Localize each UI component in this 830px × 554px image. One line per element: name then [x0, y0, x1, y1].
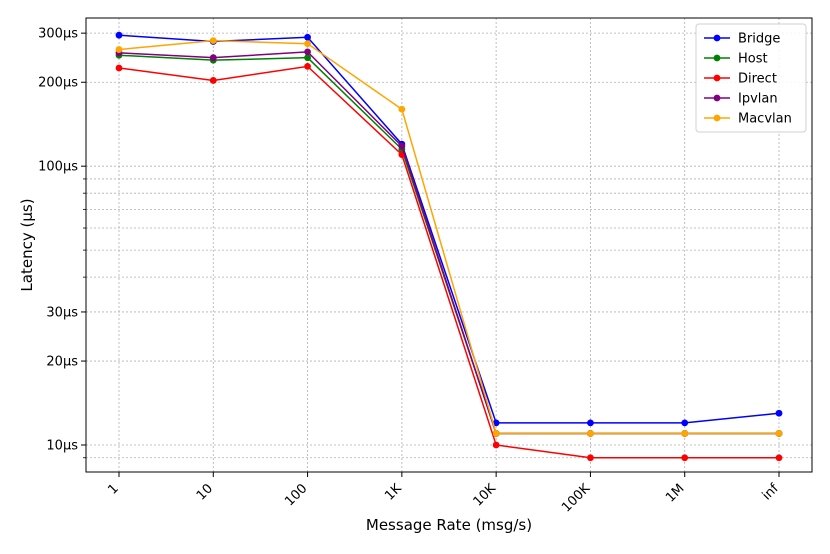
data-point	[398, 105, 406, 113]
series-line	[118, 65, 779, 459]
x-tick-label: 10K	[471, 481, 500, 510]
data-point	[492, 419, 500, 427]
data-point	[681, 430, 689, 437]
series-line	[118, 39, 779, 435]
data-point	[209, 54, 217, 62]
x-tick-label: 10	[194, 481, 216, 503]
y-tick-label: 200µs	[38, 76, 78, 91]
data-point	[209, 37, 217, 45]
data-point	[681, 419, 689, 427]
x-tick-label: 1K	[382, 481, 405, 504]
y-tick-label: 100µs	[38, 160, 78, 175]
x-axis-title: Message Rate (msg/s)	[366, 516, 532, 534]
legend-marker	[713, 114, 721, 122]
series-macvlan	[115, 37, 783, 437]
data-point	[209, 77, 217, 84]
legend-marker	[713, 94, 721, 102]
data-point	[587, 419, 594, 427]
data-point	[115, 31, 123, 39]
x-tick-label: inf	[760, 481, 783, 504]
data-point	[681, 454, 689, 462]
legend-box	[695, 23, 807, 133]
y-axis-title: Latency (µs)	[18, 198, 36, 291]
data-point	[775, 409, 783, 417]
legend-label: Bridge	[738, 32, 780, 47]
data-point	[115, 64, 123, 72]
plot-frame	[85, 17, 813, 473]
data-point	[304, 40, 311, 48]
legend-marker	[713, 54, 721, 62]
data-point	[587, 454, 594, 462]
legend-marker	[713, 74, 721, 82]
data-point	[304, 33, 311, 41]
y-tick-label: 300µs	[38, 27, 78, 42]
data-point	[492, 430, 500, 437]
legend-label: Macvlan	[738, 112, 792, 127]
data-point	[775, 454, 783, 462]
plot-area	[86, 18, 812, 472]
y-tick-label: 30µs	[46, 305, 78, 320]
y-tick-label: 20µs	[46, 355, 78, 370]
series-direct	[115, 62, 783, 462]
data-point	[115, 46, 123, 53]
data-point	[304, 48, 311, 56]
legend-marker	[713, 34, 721, 42]
data-point	[775, 430, 783, 437]
legend-label: Direct	[738, 72, 777, 87]
x-tick-label: 1M	[663, 481, 687, 505]
data-point	[304, 54, 311, 62]
x-tick-label: 100K	[559, 481, 594, 516]
data-point	[398, 142, 406, 150]
legend: Bridge Host Direct Ipvlan Macvlan	[695, 23, 807, 133]
data-point	[587, 430, 594, 437]
legend-label: Host	[738, 52, 768, 67]
grid-layer	[86, 18, 812, 472]
x-tick-label: 100	[282, 481, 310, 509]
y-tick-label: 10µs	[46, 438, 78, 453]
x-tick-label: 1	[105, 481, 121, 497]
legend-label: Ipvlan	[738, 92, 778, 107]
data-point	[304, 62, 311, 70]
data-point	[492, 441, 500, 449]
series-layer	[115, 31, 783, 462]
